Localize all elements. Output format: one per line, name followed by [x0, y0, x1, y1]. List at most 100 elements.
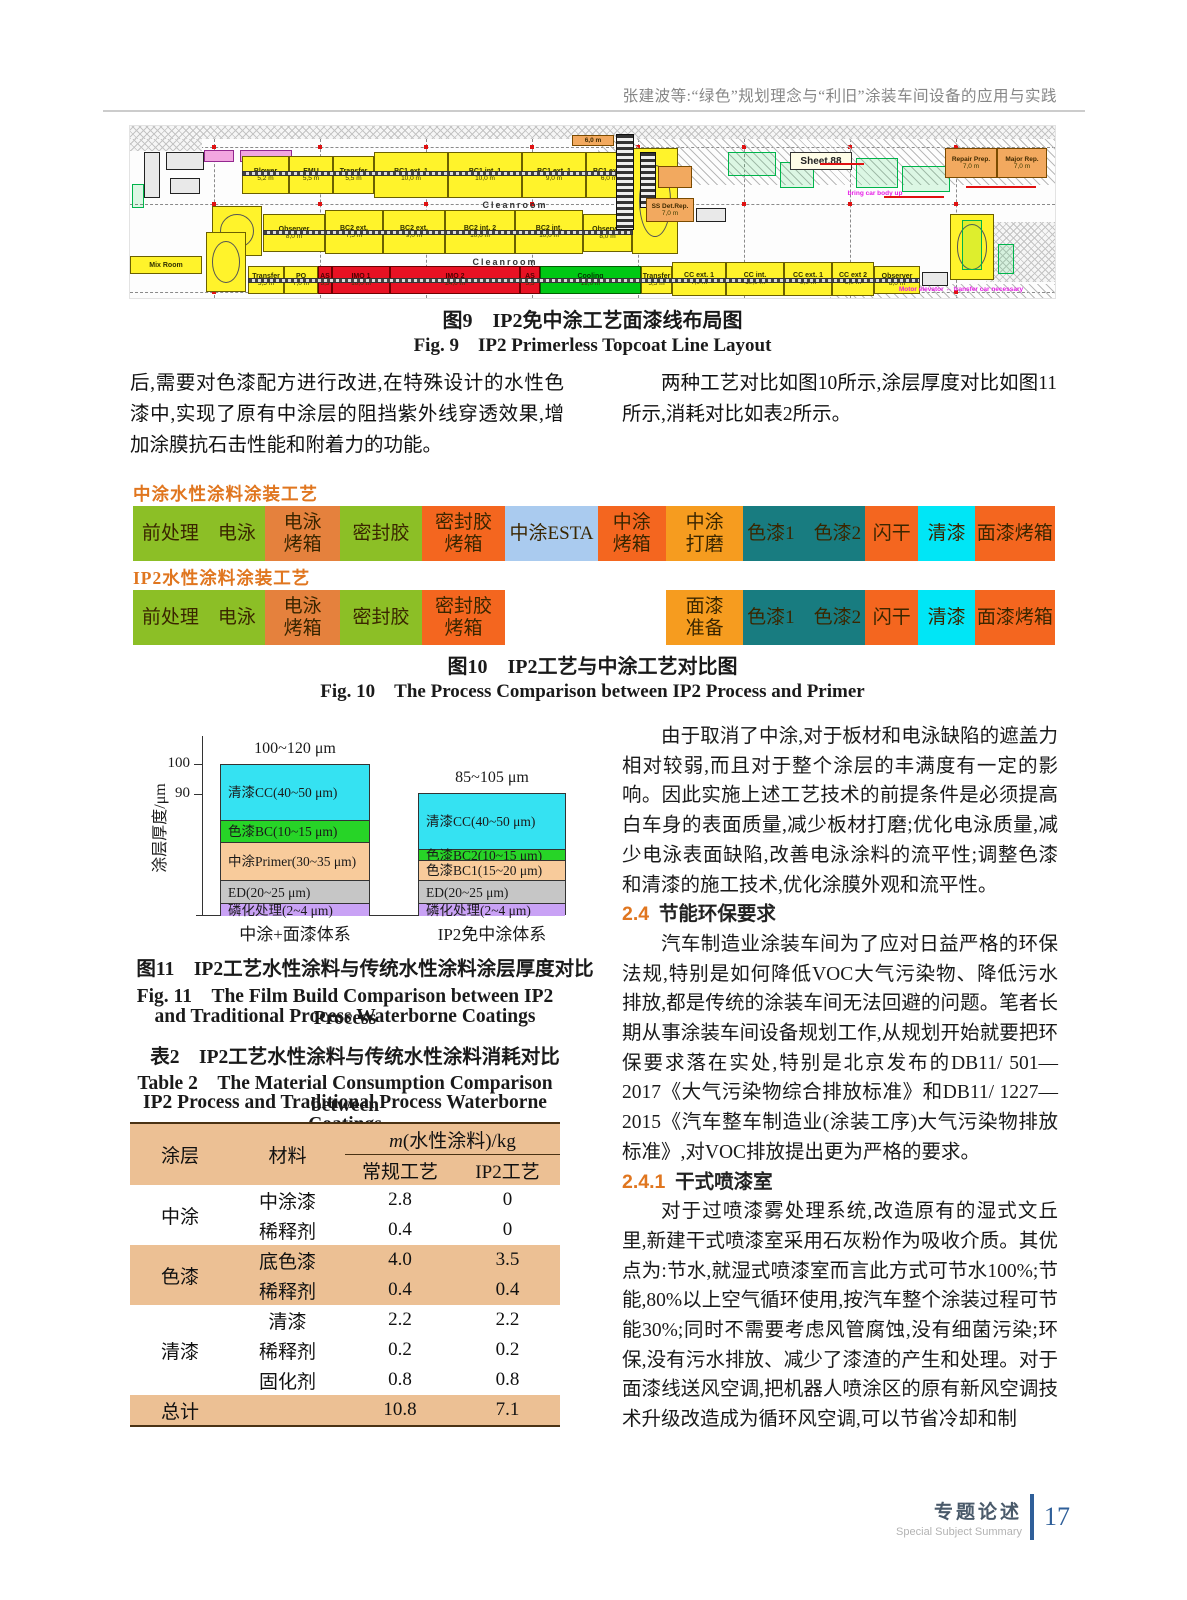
chart-y-axis	[202, 736, 203, 916]
layout-decor	[658, 166, 692, 188]
cell-empty	[230, 1395, 345, 1426]
layout-block-dimension: 7,0 m	[292, 280, 310, 287]
cell-material: 稀释剂	[258, 1341, 316, 1363]
chart-bar: 清漆CC(40~50 μm) 色漆BC2(10~15 μm) 色漆BC1(15~20…	[418, 793, 566, 917]
grid-marker	[530, 145, 534, 149]
layout-block-dimension: 5,5 m	[302, 175, 320, 182]
layout-decor	[204, 150, 234, 162]
cell-layer: 清漆	[160, 1341, 199, 1363]
layout-block: Cleanroom	[450, 257, 560, 267]
table-header-row: 涂层 材料 m(水性涂料)/kg	[130, 1123, 560, 1185]
layout-block-dimension: 3,5	[525, 280, 535, 287]
grid-line-horizontal	[130, 204, 1055, 205]
section-title: 节能环保要求	[658, 903, 776, 926]
layout-block-dimension: 10,0 m	[351, 280, 371, 287]
layout-decor	[248, 278, 920, 283]
layout-block-label: bring car body up	[847, 190, 903, 198]
process-step: 前处理 电泳	[133, 506, 265, 561]
layout-block-dimension: 10,0 m	[470, 232, 490, 239]
layout-block-label: AS	[320, 273, 330, 280]
bar-range-label: 85~105 μm	[455, 769, 529, 786]
cell-conventional-value: 2.8	[388, 1189, 412, 1210]
layout-decor	[263, 230, 633, 235]
table-row: 稀释剂 0.4 0	[130, 1215, 560, 1245]
section-heading-2-4-1: 2.4.1 干式喷漆室	[622, 1168, 1058, 1198]
table2-caption-zh: 表2 IP2工艺水性涂料与传统水性涂料消耗对比	[150, 1047, 560, 1068]
layout-block: Motor elevator ↔ transfer car necessary	[876, 284, 1046, 296]
layout-decor	[130, 126, 1055, 139]
layout-block-label: Cleanroom	[482, 199, 548, 210]
chart-x-axis	[196, 915, 562, 916]
layout-block: Repair Prep. 7,0 m	[945, 148, 997, 178]
cell-layer: 色漆	[160, 1266, 199, 1288]
layout-block-label: Cooling	[577, 273, 604, 280]
figure11-caption-en2: and Traditional Process Waterborne Coati…	[154, 1006, 536, 1027]
table-subheader-row: 常规工艺 IP2工艺	[130, 1154, 560, 1185]
layout-block-label: AS	[525, 273, 535, 280]
layout-block: bring car body up	[830, 190, 920, 198]
process-step: 面漆 准备	[665, 590, 744, 645]
grid-marker	[318, 145, 322, 149]
process-step: 色漆1 色漆2	[743, 506, 865, 561]
layout-decor	[132, 184, 144, 208]
layout-block-label: CC ext 2	[838, 272, 867, 279]
cell-material: 固化剂	[258, 1371, 316, 1393]
layout-decor	[166, 152, 204, 170]
section-heading-2-4: 2.4 节能环保要求	[622, 900, 1058, 930]
y-tick-label: 90	[175, 785, 190, 801]
grid-marker	[318, 202, 322, 206]
layout-block-dimension: 5,2 m	[257, 175, 274, 182]
layout-block-label: BC2 int.	[535, 225, 563, 232]
grid-marker	[954, 202, 958, 206]
process-step: 色漆1 色漆2	[743, 590, 866, 645]
figure11-caption-en1: Fig. 11 The Film Build Comparison betwee…	[136, 986, 554, 1029]
chart-layer: 色漆BC1(15~20 μm)	[419, 860, 565, 880]
layout-block: Sheet.88	[790, 152, 852, 170]
grid-line-vertical	[744, 139, 745, 298]
layout-block-label: BC2 int. 2	[463, 225, 497, 232]
table-row: 中涂 中涂漆 2.8 0	[130, 1185, 560, 1228]
layout-block-dimension: 3,3	[320, 280, 330, 287]
layout-block-dimension: 6,0 m	[600, 175, 618, 182]
process-gap	[505, 590, 665, 645]
grid-marker	[212, 290, 216, 294]
layout-decor	[728, 152, 776, 176]
chart-layer: 色漆BC(10~15 μm)	[221, 820, 369, 842]
cell-ip2-value: 0.8	[495, 1369, 520, 1390]
cell-conventional-value: 2.2	[388, 1309, 412, 1330]
layout-block-dimension: 7,0 m	[661, 210, 679, 217]
layout-block-label: Sheet.88	[800, 155, 842, 167]
cell-ip2-value: 0	[502, 1189, 513, 1210]
layout-block-dimension: 9,0 m	[545, 175, 563, 182]
intro-left-paragraph: 后,需要对色漆配方进行改进,在特殊设计的水性色漆中,实现了原有中涂层的阻挡紫外线…	[130, 373, 564, 456]
figure11-film-build-chart: 涂层厚度/μm 100 90 清漆CC(40~50 μm) 色漆BC(10~15 μm…	[130, 718, 566, 948]
paragraph-dry-spray-booth: 对于过喷漆雾处理系统,改造原有的湿式文丘里,新建干式喷漆室采用石灰粉作为吸收介质…	[622, 1201, 1058, 1431]
layout-block-label: Observer	[279, 226, 310, 233]
table-total-row: 总计 10.8 7.1	[130, 1395, 560, 1426]
process-step: 中涂 烤箱	[597, 506, 666, 561]
process-step: 密封胶	[340, 506, 422, 561]
layout-block-label: BC2 ext.	[399, 225, 428, 232]
layout-block-dimension: 24,0 m	[445, 280, 465, 287]
cell-total-conventional: 10.8	[383, 1399, 417, 1420]
layout-block-label: CC ext. 1	[684, 272, 714, 279]
layout-decor	[986, 222, 1055, 282]
col-header-layer: 涂层	[130, 1123, 230, 1185]
chart-layer: 清漆CC(40~50 μm)	[221, 765, 369, 820]
layout-block-dimension: 10,0 m	[401, 175, 421, 182]
process-step: 面漆烤箱	[974, 590, 1055, 645]
cell-material: 清漆	[268, 1311, 307, 1333]
chart-layer: ED(20~25 μm)	[419, 880, 565, 903]
bar-category-label: 中涂+面漆体系	[239, 925, 351, 944]
footer-divider-bar	[1030, 1494, 1034, 1540]
chart-layer: ED(20~25 μm)	[221, 880, 369, 903]
process-row1-label: 中涂水性涂料涂装工艺	[133, 484, 318, 504]
chart-layer: 中涂Primer(30~35 μm)	[221, 842, 369, 880]
process-step: 中涂 打磨	[665, 506, 744, 561]
layout-block-dimension: 10,0 m	[475, 175, 495, 182]
layout-block-label: CC int.	[743, 272, 767, 279]
table2-caption-en1: Table 2 The Material Consumption Compari…	[137, 1073, 553, 1116]
col-header-material: 材料	[230, 1123, 345, 1185]
cell-total-label: 总计	[160, 1401, 199, 1423]
